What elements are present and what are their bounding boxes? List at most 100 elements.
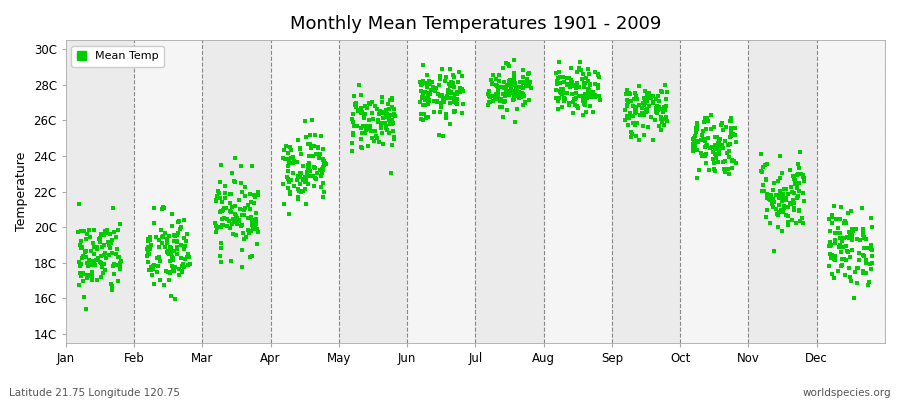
Point [175, 268, 189, 275]
Point [710, 146, 724, 152]
Point [250, 241, 265, 248]
Point [299, 177, 313, 184]
Point [320, 161, 334, 168]
Point [728, 125, 742, 131]
Point [842, 234, 857, 241]
Point [209, 229, 223, 236]
Point [796, 220, 810, 226]
Point [385, 128, 400, 134]
Point [686, 136, 700, 142]
Point [856, 252, 870, 258]
Point [447, 74, 462, 80]
Point [155, 206, 169, 212]
Point [514, 94, 528, 100]
Point [689, 175, 704, 181]
Point [85, 273, 99, 280]
Point [311, 155, 326, 161]
Point [754, 168, 769, 174]
Point [292, 174, 307, 180]
Point [514, 84, 528, 90]
Point [433, 73, 447, 79]
Point [577, 84, 591, 90]
Point [75, 244, 89, 250]
Point [554, 91, 569, 98]
Point [378, 107, 392, 114]
Point [91, 255, 105, 261]
Point [657, 116, 671, 123]
Point [706, 166, 721, 172]
Point [641, 124, 655, 130]
Point [95, 269, 110, 276]
Point [243, 191, 257, 197]
Point [506, 96, 520, 103]
Point [720, 142, 734, 148]
Point [432, 82, 446, 89]
Point [727, 132, 742, 138]
Point [628, 104, 643, 110]
Point [770, 212, 785, 218]
Point [310, 151, 325, 157]
Point [629, 96, 643, 103]
Point [92, 236, 106, 242]
Point [425, 78, 439, 85]
Point [86, 251, 101, 257]
Point [281, 150, 295, 156]
Point [362, 116, 376, 123]
Point [424, 87, 438, 93]
Point [384, 170, 399, 176]
Point [508, 77, 522, 83]
Point [358, 130, 373, 136]
Point [620, 102, 634, 108]
Point [418, 89, 432, 95]
Point [864, 224, 878, 230]
Point [792, 208, 806, 214]
Point [512, 95, 526, 101]
Point [722, 154, 736, 160]
Point [774, 209, 788, 215]
Point [169, 246, 184, 252]
Point [291, 159, 305, 165]
Point [567, 95, 581, 102]
Point [824, 252, 839, 258]
Point [278, 156, 293, 162]
Point [518, 92, 532, 99]
Point [658, 96, 672, 102]
Point [172, 218, 186, 224]
Point [382, 120, 397, 127]
Point [782, 167, 796, 173]
Point [140, 249, 155, 255]
Point [507, 96, 521, 102]
Point [107, 229, 122, 236]
Point [646, 93, 661, 99]
Point [770, 224, 785, 231]
Point [857, 253, 871, 259]
Point [823, 243, 837, 250]
Point [637, 102, 652, 108]
Point [690, 147, 705, 154]
Point [298, 174, 312, 181]
Point [522, 97, 536, 104]
Point [413, 98, 428, 105]
Point [226, 230, 240, 237]
Point [436, 133, 450, 139]
Point [645, 93, 660, 99]
Point [242, 254, 256, 260]
Point [686, 148, 700, 154]
Point [285, 154, 300, 160]
Point [838, 272, 852, 278]
Point [825, 220, 840, 226]
Point [158, 230, 173, 236]
Point [840, 247, 854, 254]
Point [845, 230, 859, 237]
Point [209, 196, 223, 203]
Point [781, 204, 796, 211]
Point [302, 132, 317, 138]
Point [719, 124, 733, 130]
Point [94, 253, 108, 259]
Point [248, 224, 262, 230]
Point [307, 183, 321, 189]
Point [443, 82, 457, 89]
Point [431, 90, 446, 97]
Point [711, 139, 725, 146]
Point [842, 274, 857, 281]
